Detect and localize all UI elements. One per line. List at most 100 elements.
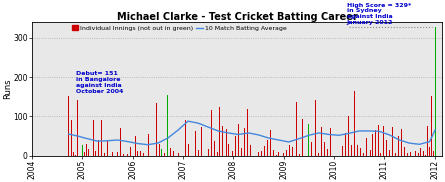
Bar [201,127,202,156]
Bar [407,153,408,156]
Bar [258,152,259,156]
Bar [86,144,87,156]
Bar [156,103,157,156]
Bar [425,155,426,156]
Bar [375,130,376,156]
Bar [351,145,352,156]
Bar [123,154,124,156]
Bar [84,152,85,156]
Bar [170,148,171,156]
Bar [242,148,243,156]
Bar [101,120,102,156]
Bar [114,138,115,156]
Bar [261,151,262,156]
Bar [109,118,110,156]
Bar [188,144,189,156]
Bar [143,153,144,156]
Bar [357,145,358,156]
Bar [267,140,268,156]
Bar [95,151,96,156]
Bar [435,27,436,156]
Bar [395,153,396,156]
Bar [185,120,186,156]
Bar [247,109,248,156]
Bar [302,119,303,156]
Bar [275,155,276,156]
Bar [93,120,94,156]
Bar [383,126,384,156]
Bar [208,149,209,156]
Bar [410,152,411,156]
Bar [372,134,373,156]
Bar [77,100,78,156]
Bar [370,150,371,156]
Bar [299,154,300,156]
Bar [386,140,387,156]
Legend: Individual Innings (not out in green), 10 Match Batting Average: Individual Innings (not out in green), 1… [72,25,286,31]
Bar [278,152,279,156]
Bar [289,145,290,156]
Bar [286,150,287,156]
Bar [235,136,236,156]
Bar [98,140,99,156]
Y-axis label: Runs: Runs [3,79,12,99]
Bar [270,130,271,156]
Bar [398,136,399,156]
Bar [404,147,405,156]
Bar [228,144,229,156]
Bar [254,124,255,156]
Bar [219,107,220,156]
Bar [366,138,367,156]
Bar [363,153,364,156]
Title: Michael Clarke - Test Cricket Batting Career: Michael Clarke - Test Cricket Batting Ca… [117,11,357,21]
Bar [308,124,309,156]
Bar [73,152,74,156]
Bar [339,127,340,156]
Bar [420,148,421,156]
Bar [112,152,113,156]
Bar [192,124,193,156]
Bar [392,127,393,156]
Bar [107,141,108,156]
Bar [296,102,297,156]
Bar [324,142,325,156]
Bar [135,136,136,156]
Bar [178,153,179,156]
Bar [75,155,76,156]
Bar [415,151,416,156]
Bar [244,128,245,156]
Bar [226,129,227,156]
Text: High Score = 329*
in Sydney
against India
January 2012: High Score = 329* in Sydney against Indi… [347,3,411,25]
Bar [389,150,390,156]
Bar [380,153,381,156]
Bar [148,134,149,156]
Bar [292,147,293,156]
Text: Debut= 151
in Bangalore
against India
October 2004: Debut= 151 in Bangalore against India Oc… [76,71,124,94]
Bar [71,120,72,156]
Bar [82,145,83,156]
Bar [401,129,402,156]
Bar [217,152,218,156]
Bar [214,141,215,156]
Bar [222,126,223,156]
Bar [194,131,195,156]
Bar [68,96,69,156]
Bar [342,146,343,156]
Bar [429,147,430,156]
Bar [117,152,118,156]
Bar [273,150,274,156]
Bar [431,96,432,156]
Bar [164,153,165,156]
Bar [137,151,138,156]
Bar [427,126,428,156]
Bar [140,151,141,156]
Bar [330,128,331,156]
Bar [354,91,355,156]
Bar [360,148,361,156]
Bar [232,151,233,156]
Bar [378,125,379,156]
Bar [120,128,121,156]
Bar [423,151,424,156]
Bar [321,127,322,156]
Bar [417,153,418,156]
